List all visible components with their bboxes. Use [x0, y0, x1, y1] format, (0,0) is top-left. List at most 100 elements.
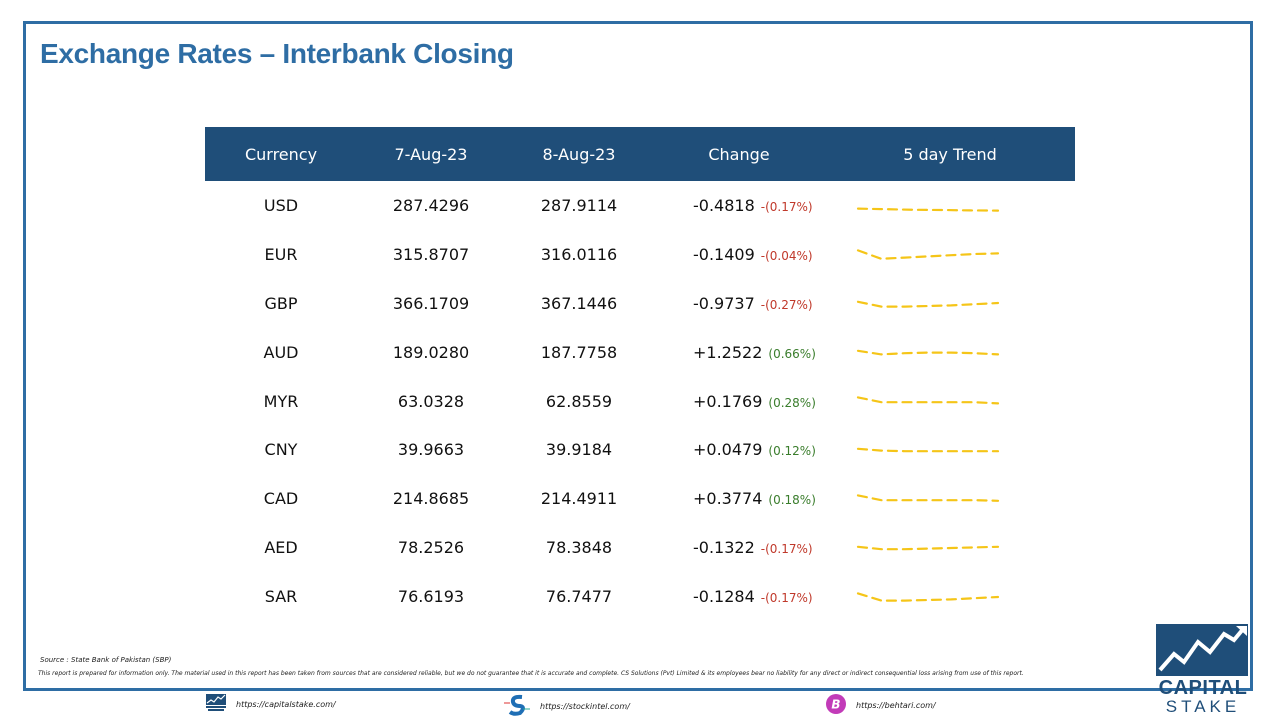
cell-rate-date-2: 187.7758 — [540, 342, 618, 362]
cell-change: -0.1409 -(0.04%) — [653, 245, 825, 264]
trend-sparkline — [856, 300, 1000, 308]
trend-sparkline — [856, 349, 1000, 356]
cell-rate-date-1: 76.6193 — [397, 587, 465, 607]
cell-rate-date-2: 39.9184 — [545, 440, 613, 460]
cell-trend — [825, 540, 1075, 556]
cell-change: +0.3774 (0.18%) — [653, 489, 825, 508]
change-value: -0.9737 — [693, 293, 755, 313]
table-row: MYR 63.0328 62.8559 +0.1769 (0.28%) — [205, 377, 1075, 426]
cell-rate-date-1: 39.9663 — [397, 440, 465, 460]
footer-link-behtari[interactable]: B https://behtari.com/ — [826, 694, 936, 716]
cell-rate-date-2: 367.1446 — [540, 293, 618, 313]
cell-rate-date-1: 63.0328 — [397, 391, 465, 411]
change-value: -0.1322 — [693, 538, 755, 558]
table-row: SAR 76.6193 76.7477 -0.1284 -(0.17%) — [205, 572, 1075, 621]
change-value: -0.1409 — [693, 244, 755, 264]
report-frame — [23, 21, 1253, 691]
cell-rate-date-2: 287.9114 — [540, 195, 618, 215]
table-body: USD 287.4296 287.9114 -0.4818 -(0.17%) EUR 315… — [205, 181, 1075, 621]
rates-table: Currency 7-Aug-23 8-Aug-23 Change 5 day … — [205, 127, 1075, 621]
cell-trend — [825, 246, 1075, 262]
header-date-1: 7-Aug-23 — [394, 144, 468, 164]
table-row: CAD 214.8685 214.4911 +0.3774 (0.18%) — [205, 474, 1075, 523]
cell-rate-date-1: 78.2526 — [397, 538, 465, 558]
disclaimer-note: This report is prepared for information … — [38, 670, 1024, 677]
cell-currency: AED — [264, 538, 298, 558]
cell-change: +0.1769 (0.28%) — [653, 392, 825, 411]
trend-sparkline — [856, 447, 1000, 453]
header-currency: Currency — [244, 144, 318, 164]
cell-change: -0.1322 -(0.17%) — [653, 538, 825, 557]
trend-sparkline — [856, 591, 1000, 602]
change-percent: -(0.17%) — [760, 591, 813, 606]
cell-change: -0.9737 -(0.27%) — [653, 294, 825, 313]
cell-trend — [825, 589, 1075, 605]
cell-rate-date-2: 76.7477 — [545, 587, 613, 607]
cell-currency: SAR — [264, 587, 298, 607]
capitalstake-logo: CAPITAL STAKE — [1156, 624, 1250, 718]
change-percent: -(0.04%) — [760, 248, 813, 263]
cell-trend — [825, 393, 1075, 409]
change-percent: (0.18%) — [768, 493, 816, 508]
cell-currency: CNY — [264, 440, 298, 460]
table-row: CNY 39.9663 39.9184 +0.0479 (0.12%) — [205, 425, 1075, 474]
trend-sparkline — [856, 396, 1000, 405]
cell-change: -0.4818 -(0.17%) — [653, 196, 825, 215]
cell-trend — [825, 491, 1075, 507]
table-row: GBP 366.1709 367.1446 -0.9737 -(0.27%) — [205, 279, 1075, 328]
table-header: Currency 7-Aug-23 8-Aug-23 Change 5 day … — [205, 127, 1075, 181]
trend-line — [856, 545, 1000, 550]
cell-rate-date-2: 214.4911 — [540, 489, 618, 509]
cell-rate-date-1: 189.0280 — [392, 342, 470, 362]
trend-line — [856, 396, 1000, 405]
table-row: AUD 189.0280 187.7758 +1.2522 (0.66%) — [205, 328, 1075, 377]
cell-change: +1.2522 (0.66%) — [653, 343, 825, 362]
cell-currency: GBP — [264, 293, 298, 313]
cell-trend — [825, 197, 1075, 213]
logo-text-line2: STAKE — [1165, 697, 1241, 716]
cell-currency: MYR — [263, 391, 299, 411]
trend-line — [856, 249, 1000, 261]
cell-rate-date-1: 214.8685 — [392, 489, 470, 509]
change-percent: (0.12%) — [768, 444, 816, 459]
cell-rate-date-2: 62.8559 — [545, 391, 613, 411]
change-percent: -(0.17%) — [760, 542, 813, 557]
trend-line — [856, 494, 1000, 502]
trend-sparkline — [856, 207, 1000, 213]
header-date-2: 8-Aug-23 — [542, 144, 616, 164]
capitalstake-icon — [206, 694, 226, 714]
cell-change: +0.0479 (0.12%) — [653, 440, 825, 459]
source-note: Source : State Bank of Pakistan (SBP) — [40, 656, 172, 664]
trend-line — [856, 300, 1000, 308]
cell-rate-date-1: 287.4296 — [392, 195, 470, 215]
logo-text-line1: CAPITAL — [1158, 677, 1248, 699]
logo-chart-icon — [1156, 624, 1248, 676]
trend-line — [856, 591, 1000, 602]
footer-link-stockintel[interactable]: https://stockintel.com/ — [504, 694, 630, 718]
cell-currency: EUR — [264, 244, 298, 264]
trend-sparkline — [856, 494, 1000, 502]
change-value: +0.3774 — [693, 489, 763, 509]
header-trend: 5 day Trend — [903, 144, 997, 164]
footer-link-1-text: https://capitalstake.com/ — [236, 699, 336, 709]
trend-line — [856, 349, 1000, 356]
stockintel-icon — [504, 694, 530, 718]
trend-line — [856, 207, 1000, 213]
footer-link-capitalstake[interactable]: https://capitalstake.com/ — [206, 694, 336, 714]
cell-rate-date-1: 315.8707 — [392, 244, 470, 264]
cell-currency: USD — [263, 195, 299, 215]
footer-link-3-text: https://behtari.com/ — [856, 700, 936, 710]
change-percent: -(0.27%) — [760, 297, 813, 312]
page-title: Exchange Rates – Interbank Closing — [40, 38, 514, 69]
cell-currency: CAD — [263, 489, 299, 509]
cell-rate-date-2: 78.3848 — [545, 538, 613, 558]
cell-trend — [825, 442, 1075, 458]
change-value: -0.1284 — [693, 587, 755, 607]
table-row: EUR 315.8707 316.0116 -0.1409 -(0.04%) — [205, 230, 1075, 279]
cell-rate-date-2: 316.0116 — [540, 244, 618, 264]
change-percent: (0.66%) — [768, 346, 816, 361]
svg-text:B: B — [831, 698, 840, 712]
trend-sparkline — [856, 545, 1000, 550]
behtari-icon: B — [826, 694, 846, 716]
change-percent: (0.28%) — [768, 395, 816, 410]
